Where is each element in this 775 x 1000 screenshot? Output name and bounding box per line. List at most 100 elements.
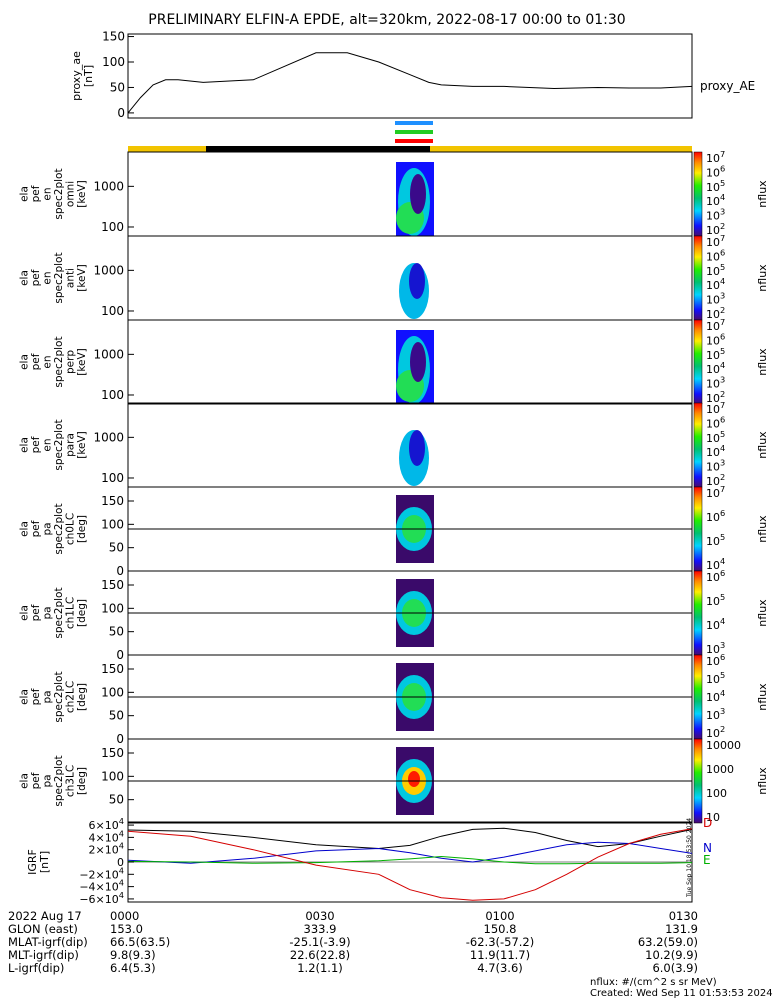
footer-row-label: MLAT-igrf(dip) xyxy=(8,935,88,949)
footer-value: 22.6(22.8) xyxy=(289,948,351,962)
panel-ylabel: ela pef pa spec2plot ch2LC [deg] xyxy=(18,671,88,722)
igrf-line-black xyxy=(127,827,693,850)
ylabel-line: spec2plot xyxy=(53,336,65,387)
ylabel-line: spec2plot xyxy=(53,503,65,554)
ylabel-line: pef xyxy=(30,353,42,370)
igrf-side-stamp: Tue Sep 10 18:53:50 2024 xyxy=(686,818,693,898)
panel-ylabel: ela pef en spec2plot para [keV] xyxy=(18,419,88,470)
colorbar-tick: 107 xyxy=(706,233,725,249)
ytick-label: 50 xyxy=(110,80,125,94)
ylabel-line: en xyxy=(41,438,53,451)
ylabel-line: ch2LC xyxy=(64,681,76,713)
ytick-label: 100 xyxy=(101,220,124,234)
ylabel-line: pef xyxy=(30,185,42,202)
ytick-label: 100 xyxy=(101,388,124,402)
footer-row-label: L-igrf(dip) xyxy=(8,961,65,975)
colorbar-tick: 103 xyxy=(706,458,725,474)
created-stamp: Created: Wed Sep 11 01:53:53 2024 xyxy=(590,988,773,999)
igrf-ylabel: IGRF [nT] xyxy=(26,849,51,875)
ylabel-line: ch3LC xyxy=(64,765,76,797)
colorbar-tick: 10 xyxy=(706,811,720,824)
ylabel-line: [keV] xyxy=(76,431,88,459)
ylabel-line: spec2plot xyxy=(53,755,65,806)
ylabel-line: ela xyxy=(18,186,30,202)
colorbar-tick: 103 xyxy=(706,375,725,391)
ylabel-line: pef xyxy=(30,688,42,705)
colorbar-tick: 106 xyxy=(706,331,725,347)
proxy-ae-legend: proxy_AE xyxy=(700,79,755,93)
ytick-label: 150 xyxy=(101,746,124,760)
ytick-label: 100 xyxy=(101,601,124,615)
panel-ylabel: ela pef en spec2plot omni [keV] xyxy=(18,168,88,219)
spectrogram-panel-ch3LC: 150 100 50 ela pef pa spec2plot ch3LC [deg] 10000… xyxy=(18,738,769,824)
ytick-label: 2×104 xyxy=(89,841,124,857)
colorbar-tick: 103 xyxy=(706,207,725,223)
colorbar-tick: 105 xyxy=(706,670,725,686)
footer-value: 1.2(1.1) xyxy=(297,961,343,975)
footer-value: -25.1(-3.9) xyxy=(289,935,351,949)
ylabel-line: [deg] xyxy=(76,683,88,711)
colorbar-tick: 104 xyxy=(706,276,725,292)
proxy-ae-frame xyxy=(127,33,693,119)
panel-ylabel: ela pef pa spec2plot ch0LC [deg] xyxy=(18,503,88,554)
colorbar-tick: 102 xyxy=(706,305,725,321)
ytick-label: 6×104 xyxy=(89,816,124,832)
ylabel-line: spec2plot xyxy=(53,587,65,638)
footer-value: 66.5(63.5) xyxy=(110,935,171,949)
ylabel-line: spec2plot xyxy=(53,252,65,303)
panel-frame xyxy=(127,319,693,405)
footer-value: -62.3(-57.2) xyxy=(465,935,535,949)
colorbar-tick: 105 xyxy=(706,532,725,548)
ylabel-line: [deg] xyxy=(76,767,88,795)
colorbar-tick: 103 xyxy=(706,640,725,656)
ylabel-line: pa xyxy=(41,690,53,703)
ytick-label: 100 xyxy=(101,304,124,318)
status-bar-yellow-right xyxy=(430,146,692,152)
footer-value: 10.2(9.9) xyxy=(645,948,698,962)
chart-title: PRELIMINARY ELFIN-A EPDE, alt=320km, 202… xyxy=(148,12,625,28)
footer-value: 9.8(9.3) xyxy=(110,948,156,962)
proxy-ae-panel: 150 100 50 0 proxy_ae [nT] proxy_AE xyxy=(70,30,755,120)
colorbar-tick: 107 xyxy=(706,484,725,500)
ytick-label: 0 xyxy=(117,106,125,120)
units-note: nflux: #/(cm^2 s sr MeV) xyxy=(590,977,717,988)
colorbar-tick: 106 xyxy=(706,568,725,584)
colorbar-label: nflux xyxy=(756,767,769,795)
ylabel-line: pef xyxy=(30,604,42,621)
panel-ylabel: ela pef pa spec2plot ch1LC [deg] xyxy=(18,587,88,638)
marker-red xyxy=(395,139,433,143)
marker-blue xyxy=(395,121,433,125)
colorbar-tick: 106 xyxy=(706,414,725,430)
colorbar-label: nflux xyxy=(756,599,769,627)
ytick-label: 0 xyxy=(117,856,124,869)
colorbar xyxy=(693,738,703,824)
proxy-ae-ylabel: proxy_ae [nT] xyxy=(70,51,95,101)
igrf-legend-N: N xyxy=(703,841,712,855)
colorbar-tick: 103 xyxy=(706,706,725,722)
footer-value: 0100 xyxy=(485,909,515,923)
igrf-line-D xyxy=(127,828,693,901)
ylabel-line: en xyxy=(41,187,53,200)
footer-value: 0000 xyxy=(110,909,140,923)
ylabel-line: omni xyxy=(64,181,76,207)
proxy-ae-line xyxy=(127,52,693,114)
ytick-label: −4×104 xyxy=(79,878,124,894)
ylabel-line: ela xyxy=(18,689,30,705)
ylabel-line: ela xyxy=(18,270,30,286)
colorbar-tick: 107 xyxy=(706,149,725,165)
marker-green xyxy=(395,130,433,134)
footer-row-label: 2022 Aug 17 xyxy=(8,909,82,923)
footer-value: 6.4(5.3) xyxy=(110,961,156,975)
science-zone-markers xyxy=(395,121,433,143)
ylabel-line: IGRF xyxy=(26,849,39,875)
ylabel-line: ela xyxy=(18,354,30,370)
colorbar-tick: 102 xyxy=(706,389,725,405)
colorbar-tick: 104 xyxy=(706,360,725,376)
ylabel-line: perp xyxy=(64,350,76,374)
ytick-label: 150 xyxy=(102,30,125,44)
colorbar-tick: 1000 xyxy=(706,763,734,776)
colorbar-tick: 106 xyxy=(706,163,725,179)
